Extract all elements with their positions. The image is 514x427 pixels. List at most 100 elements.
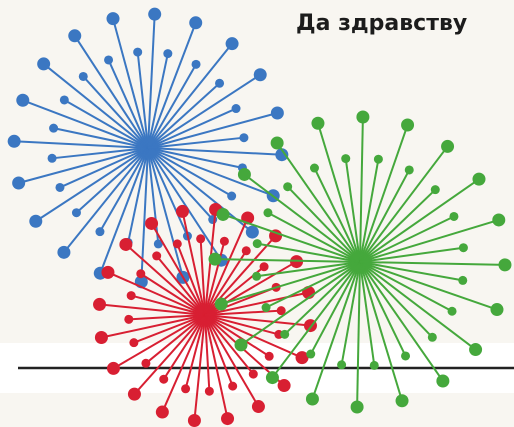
burst-dot [264, 351, 274, 361]
burst-ray [359, 261, 498, 311]
burst-ray [359, 145, 449, 263]
burst-dot [350, 400, 364, 414]
burst-dot [239, 133, 249, 143]
burst-dot [305, 392, 319, 406]
burst-dot [78, 71, 88, 81]
burst-dot [153, 239, 163, 249]
burst-ray [359, 117, 364, 263]
burst-ray [359, 261, 407, 357]
burst-ray [53, 127, 149, 149]
burst-dot [106, 361, 120, 375]
burst-ray [317, 122, 361, 263]
burst-ray [147, 82, 221, 149]
burst-dot [245, 225, 259, 239]
burst-ray [133, 314, 206, 395]
burst-ray [147, 63, 197, 149]
burst-dot [430, 185, 440, 195]
burst-ray [359, 124, 409, 263]
burst-dot [472, 172, 486, 186]
burst-dot [404, 165, 414, 175]
burst-dot [458, 275, 468, 285]
burst-ray [145, 314, 206, 365]
burst-ray [359, 261, 376, 366]
burst-dot [196, 234, 206, 244]
burst-dot [155, 405, 169, 419]
burst-dot [104, 55, 114, 65]
burst-dot [214, 297, 228, 311]
burst-ray [204, 314, 260, 408]
burst-dot [441, 139, 455, 153]
burst-ray [51, 147, 149, 160]
burst-dot [221, 412, 235, 426]
burst-ray [147, 147, 214, 221]
burst-ray [359, 261, 477, 351]
burst-dot [208, 252, 222, 266]
burst-ray [359, 169, 411, 263]
burst-ray [101, 314, 206, 339]
burst-ray [130, 294, 206, 316]
burst-ray [256, 261, 361, 278]
burst-dot [369, 360, 379, 370]
burst-dot [263, 208, 273, 218]
burst-ray [267, 211, 361, 263]
burst-dot [337, 360, 347, 370]
burst-ray [204, 314, 270, 358]
burst-ray [359, 188, 436, 263]
burst-ray [204, 314, 229, 419]
burst-ray [204, 314, 234, 387]
burst-ray [22, 99, 149, 149]
burst-dot [71, 208, 81, 218]
burst-dot [37, 57, 51, 71]
burst-dot [145, 216, 159, 230]
burst-dot [436, 374, 450, 388]
burst-dot [101, 265, 115, 279]
burst-ray [204, 314, 311, 327]
burst-dot [95, 227, 105, 237]
burst-ray [204, 309, 282, 316]
burst-ray [181, 211, 206, 316]
burst-ray [359, 159, 380, 263]
burst-dot [449, 211, 459, 221]
burst-ray [359, 219, 500, 263]
burst-ray [147, 112, 278, 149]
burst-ray [59, 147, 149, 189]
burst-ray [147, 43, 233, 149]
burst-dot [231, 104, 241, 114]
burst-dot [447, 306, 457, 316]
burst-dot [248, 369, 258, 379]
burst-ray [204, 240, 226, 316]
burst-dot [277, 379, 291, 393]
burst-dot [427, 332, 437, 342]
burst-ray [161, 314, 206, 413]
burst-dot [49, 123, 59, 133]
burst-ray [18, 147, 149, 184]
burst-ray [204, 250, 248, 316]
burst-dot [270, 136, 284, 150]
burst-ray [147, 147, 189, 237]
burst-ray [359, 178, 480, 263]
burst-dot [306, 349, 316, 359]
burst-dot [401, 351, 411, 361]
burst-dot [237, 167, 251, 181]
burst-dot [119, 237, 133, 251]
burst-ray [133, 314, 206, 344]
burst-ray [147, 147, 160, 245]
burst-ray [147, 147, 223, 261]
burst-ray [63, 147, 149, 253]
burst-dot [159, 374, 169, 384]
burst-ray [107, 59, 149, 149]
burst-dot [136, 269, 146, 279]
burst-ray [63, 99, 149, 149]
burst-dot [215, 78, 225, 88]
burst-ray [112, 18, 149, 149]
burst-dot [490, 303, 504, 317]
burst-ray [184, 314, 206, 390]
burst-ray [204, 314, 211, 392]
burst-dot [133, 47, 143, 57]
burst-ray [344, 158, 361, 263]
burst-dot [129, 338, 139, 348]
burst-dot [283, 182, 293, 192]
burst-dot [356, 110, 370, 124]
burst-ray [359, 261, 403, 402]
